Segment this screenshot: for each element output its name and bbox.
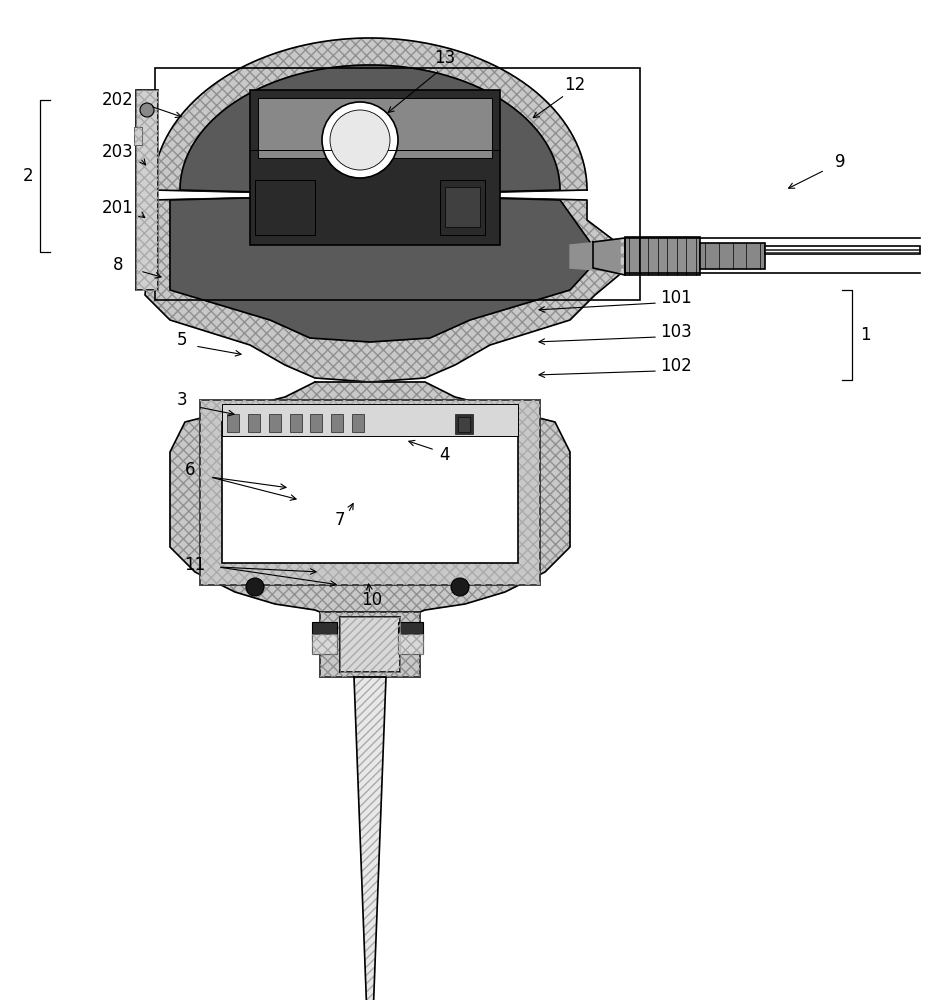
Bar — [136, 90, 158, 290]
Text: 6: 6 — [184, 461, 196, 479]
Polygon shape — [170, 382, 570, 612]
Text: 5: 5 — [177, 331, 187, 349]
Text: 102: 102 — [660, 357, 692, 375]
Bar — [340, 617, 400, 672]
Bar — [700, 243, 765, 269]
Text: 103: 103 — [660, 323, 692, 341]
Bar — [331, 414, 344, 432]
Text: 202: 202 — [102, 91, 134, 109]
Text: 9: 9 — [835, 153, 845, 171]
Bar — [445, 187, 480, 227]
Bar — [458, 417, 470, 432]
Polygon shape — [570, 240, 620, 272]
Bar — [312, 634, 337, 654]
Bar — [222, 422, 518, 563]
Bar — [320, 612, 420, 677]
Bar — [134, 127, 142, 145]
Bar — [258, 98, 492, 158]
Bar — [155, 68, 640, 300]
Bar — [765, 246, 920, 254]
Circle shape — [140, 103, 154, 117]
Polygon shape — [170, 65, 593, 342]
Bar — [312, 622, 337, 640]
Text: 11: 11 — [184, 556, 206, 574]
Bar — [625, 237, 700, 275]
Bar — [200, 400, 540, 585]
Bar — [227, 414, 239, 432]
Text: 7: 7 — [335, 511, 345, 529]
Bar — [255, 180, 315, 235]
Text: 101: 101 — [660, 289, 692, 307]
Bar — [398, 634, 423, 654]
Bar — [312, 634, 337, 654]
Bar — [134, 127, 142, 145]
Bar — [136, 90, 158, 290]
Text: 3: 3 — [177, 391, 187, 409]
Circle shape — [246, 578, 264, 596]
Bar — [248, 414, 260, 432]
Text: 4: 4 — [440, 446, 450, 464]
Bar — [311, 414, 322, 432]
Text: 12: 12 — [564, 76, 586, 94]
Polygon shape — [145, 38, 625, 382]
Circle shape — [322, 102, 398, 178]
Text: 203: 203 — [102, 143, 134, 161]
Bar — [200, 400, 540, 585]
Bar — [340, 617, 400, 672]
Bar — [352, 414, 364, 432]
Text: 8: 8 — [112, 256, 124, 274]
Circle shape — [330, 110, 390, 170]
Bar — [455, 414, 473, 434]
Bar — [320, 612, 420, 677]
Bar — [398, 622, 423, 640]
Bar — [250, 90, 500, 245]
Bar — [269, 414, 281, 432]
Polygon shape — [354, 677, 386, 1000]
Circle shape — [451, 578, 469, 596]
Polygon shape — [593, 238, 625, 275]
Bar — [222, 404, 518, 436]
Text: 10: 10 — [361, 591, 383, 609]
Text: 201: 201 — [102, 199, 134, 217]
Bar — [398, 634, 423, 654]
Bar — [440, 180, 485, 235]
Text: 13: 13 — [434, 49, 456, 67]
Text: 1: 1 — [860, 326, 870, 344]
Text: 2: 2 — [22, 167, 34, 185]
Bar — [289, 414, 301, 432]
